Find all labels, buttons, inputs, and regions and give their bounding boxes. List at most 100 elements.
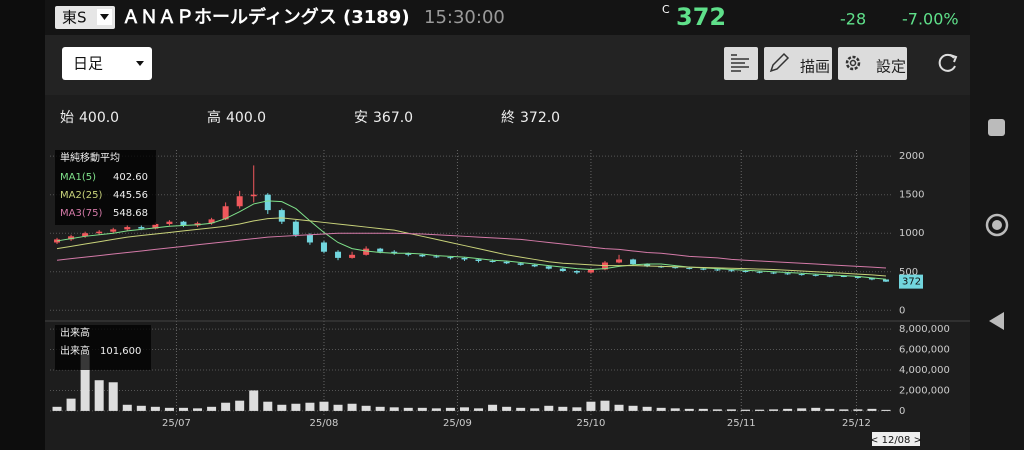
candle-body xyxy=(363,248,370,255)
candle-body xyxy=(517,263,524,265)
candle-body xyxy=(770,272,777,274)
volume-bar xyxy=(263,401,273,411)
refresh-icon[interactable] xyxy=(938,53,956,72)
candle-body xyxy=(503,261,510,264)
candle-body xyxy=(630,259,637,265)
draw-button[interactable]: 描画 xyxy=(764,47,832,80)
volume-bar xyxy=(600,400,610,411)
legend-title: 出来高 xyxy=(60,326,90,339)
ohlc-value: 367.0 xyxy=(373,110,413,126)
volume-bar xyxy=(305,402,315,411)
pencil-icon xyxy=(769,52,790,73)
price-flag: C xyxy=(662,3,670,16)
candle-body xyxy=(644,264,651,267)
legend-name: MA3(75) xyxy=(60,208,102,219)
period-select[interactable] xyxy=(62,47,152,80)
volume-bar xyxy=(755,409,765,411)
ohlc-value: 400.0 xyxy=(226,110,266,126)
indicator-icon xyxy=(731,54,749,72)
y-tick-label: 1000 xyxy=(899,228,924,239)
candle-body xyxy=(559,268,566,271)
candle-body xyxy=(236,196,243,207)
volume-bar xyxy=(361,405,371,411)
settings-button[interactable]: 設定 xyxy=(838,47,907,80)
nav-home[interactable] xyxy=(985,213,1009,237)
candle-body xyxy=(616,259,623,263)
x-tick-label: 25/09 xyxy=(443,418,472,429)
volume-bar xyxy=(488,404,498,411)
candle-body xyxy=(700,268,707,270)
volume-bar xyxy=(684,408,694,411)
candle-body xyxy=(54,239,61,243)
legend-value: 402.60 xyxy=(113,172,148,183)
y-tick-label: 2,000,000 xyxy=(899,385,950,396)
volume-bar xyxy=(516,407,526,411)
candle-body xyxy=(264,194,271,211)
candle-body xyxy=(222,206,229,220)
ma-line xyxy=(56,200,887,280)
volume-bar xyxy=(417,407,427,411)
refresh-arrow xyxy=(949,54,958,63)
nav-back[interactable] xyxy=(989,312,1004,330)
gear-hole xyxy=(849,59,857,67)
y-tick-label: 6,000,000 xyxy=(899,345,950,356)
candle-body xyxy=(320,242,327,252)
legend-value: 445.56 xyxy=(113,190,148,201)
candle-body xyxy=(180,221,187,226)
volume-bar xyxy=(811,407,821,411)
volume-bar xyxy=(389,407,399,411)
plot: 25/07 25/08 25/09 25/10 25/11 25/12 0 500 1000 15… xyxy=(45,150,970,429)
candle-body xyxy=(335,251,342,258)
legend-box xyxy=(55,150,156,225)
candle-body xyxy=(784,273,791,275)
volume-bar xyxy=(544,405,554,411)
volume-bar xyxy=(614,404,624,411)
change-pct: -7.00% xyxy=(902,10,959,29)
y-tick-label: 8,000,000 xyxy=(899,324,950,335)
market-arrow xyxy=(100,14,109,20)
ma-line xyxy=(56,217,887,277)
candle-body xyxy=(208,219,215,224)
volume-bar xyxy=(52,406,62,411)
ohlc-label: 終 xyxy=(501,110,515,126)
market: 東S xyxy=(62,9,87,27)
gear-icon xyxy=(845,55,861,71)
volume-bar xyxy=(740,409,750,411)
candle-body xyxy=(405,253,412,255)
last-price-tag xyxy=(899,274,923,289)
candle-body xyxy=(798,274,805,276)
candle-body xyxy=(306,234,313,243)
volume-bar xyxy=(712,409,722,411)
volume-bar xyxy=(347,403,357,411)
candle-body xyxy=(882,279,889,282)
volume-bar xyxy=(193,408,203,411)
change: -28 xyxy=(840,10,866,29)
ohlc-label: 始 xyxy=(60,110,74,126)
last-price-label: 372 xyxy=(902,277,921,288)
candle-body xyxy=(96,231,103,234)
draw-label: 描画 xyxy=(800,58,830,76)
candle-body xyxy=(377,248,384,252)
candle-body xyxy=(812,274,819,276)
volume-bar xyxy=(769,409,779,411)
ohlc-value: 400.0 xyxy=(79,110,119,126)
x-tick-label: 25/08 xyxy=(310,418,339,429)
x-tick-label: 25/11 xyxy=(727,418,756,429)
candle-body xyxy=(840,276,847,277)
ohlc-row: 始 400.0 高 400.0 安 367.0 終 372.0 xyxy=(60,109,560,126)
price: 372 xyxy=(676,3,726,31)
ohlc-label: 安 xyxy=(354,110,368,126)
header-bar xyxy=(45,0,970,35)
volume-bar xyxy=(572,407,582,411)
candle-body xyxy=(714,269,721,271)
nav-recents[interactable] xyxy=(988,119,1005,136)
candle-body xyxy=(854,276,861,278)
candle-body xyxy=(419,254,426,257)
nav-home-dot xyxy=(992,220,1002,230)
y-tick-label: 1500 xyxy=(899,190,924,201)
x-tick-label: 25/10 xyxy=(577,418,606,429)
volume-bar xyxy=(122,404,132,411)
candle-body xyxy=(728,270,735,272)
y-tick-label: 0 xyxy=(899,305,905,316)
